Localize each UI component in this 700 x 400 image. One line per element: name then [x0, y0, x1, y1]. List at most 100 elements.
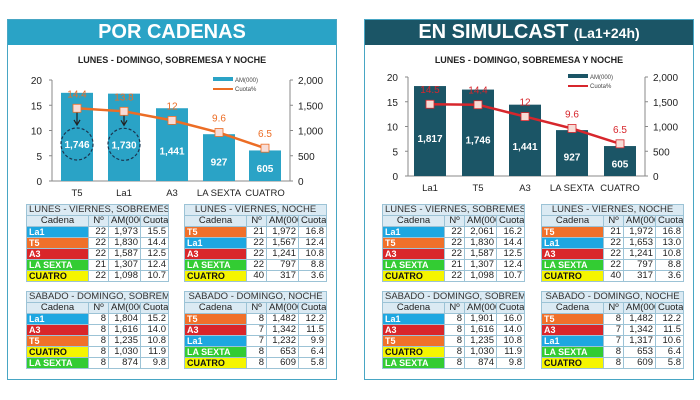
category-label: A3 [166, 188, 178, 199]
value-cell: 6.4 [297, 346, 328, 358]
channel-cell: T5 [382, 237, 445, 249]
channel-cell: La1 [541, 335, 604, 347]
table-title: SÁBADO - DOMINGO, NOCHE [540, 291, 685, 303]
value-cell: 1,307 [108, 259, 141, 271]
value-cell: 21 [246, 226, 267, 238]
channel-cell: CUATRO [184, 270, 247, 282]
channel-cell: T5 [184, 226, 247, 238]
column-header: Cadena [382, 302, 445, 314]
table-row: A3 8 1,616 14.0 [382, 324, 526, 336]
panel-title-suffix: (La1+24h) [573, 25, 640, 41]
table-row: LA SEXTA 22 797 8.8 [541, 259, 685, 271]
column-header: Cuota% [654, 302, 685, 314]
value-cell: 21 [88, 259, 109, 271]
left-tick-label: 15 [387, 98, 399, 109]
channel-cell: A3 [26, 324, 89, 336]
legend-line-label: Cuota% [590, 84, 612, 90]
channel-cell: T5 [541, 313, 604, 325]
cuota-label: 9.6 [565, 109, 579, 120]
table-row: A3 22 1,241 10.8 [184, 248, 328, 260]
chart-title: LUNES - DOMINGO, SOBREMESA Y NOCHE [435, 55, 623, 65]
table-row: LA SEXTA 8 874 9.8 [26, 357, 170, 369]
category-label: CUATRO [600, 183, 639, 194]
value-cell: 1,830 [464, 237, 497, 249]
value-cell: 10.7 [495, 270, 526, 282]
value-cell: 15.2 [139, 313, 170, 325]
value-cell: 22 [444, 270, 465, 282]
table-title: LUNES - VIERNES, SOBREMESA [381, 204, 526, 216]
channel-cell: A3 [26, 248, 89, 260]
value-cell: 5.8 [297, 357, 328, 369]
value-cell: 11.9 [495, 346, 526, 358]
value-cell: 9.8 [139, 357, 170, 369]
cuota-marker [615, 139, 625, 149]
value-cell: 317 [266, 270, 299, 282]
value-cell: 12.5 [139, 248, 170, 260]
value-cell: 22 [246, 237, 267, 249]
value-cell: 8 [246, 313, 267, 325]
channel-cell: LA SEXTA [184, 259, 247, 271]
left-tick-label: 20 [31, 76, 43, 87]
cuota-label: 12 [519, 98, 531, 109]
table-title: SÁBADO - DOMINGO, SOBREMESA [381, 291, 526, 303]
value-cell: 8 [444, 357, 465, 369]
category-label: A3 [519, 183, 531, 194]
right-tick-label: 2,000 [298, 76, 323, 87]
value-cell: 14.0 [139, 324, 170, 336]
bar-la1 [108, 93, 140, 181]
channel-cell: CUATRO [382, 346, 445, 358]
value-cell: 1,342 [266, 324, 299, 336]
left-tick-label: 0 [36, 177, 42, 188]
cuota-marker [473, 100, 483, 110]
value-cell: 1,616 [464, 324, 497, 336]
value-cell: 22 [603, 259, 624, 271]
value-cell: 13.0 [654, 237, 685, 249]
column-header: AM(000 [266, 302, 299, 314]
value-cell: 1,587 [464, 248, 497, 260]
column-header: Cadena [26, 215, 89, 227]
table-row: La1 22 1,973 15.5 [26, 226, 170, 238]
value-cell: 11.5 [654, 324, 685, 336]
legend-bar-label: AM(000) [590, 75, 613, 81]
value-cell: 8 [246, 357, 267, 369]
table-row: T5 21 1,972 16.8 [541, 226, 685, 238]
right-tick-label: 500 [298, 152, 315, 163]
category-label: T5 [71, 188, 82, 199]
cuota-marker [119, 106, 129, 116]
table-row: LA SEXTA 22 797 8.8 [184, 259, 328, 271]
panel-title-text: POR CADENAS [98, 21, 246, 43]
value-cell: 1,232 [266, 335, 299, 347]
value-cell: 7 [603, 335, 624, 347]
channel-cell: LA SEXTA [26, 259, 89, 271]
channel-cell: T5 [541, 226, 604, 238]
channel-cell: La1 [184, 335, 247, 347]
bar-cuatro [604, 146, 636, 176]
legend-bar-swatch [213, 77, 233, 81]
table-title: SÁBADO - DOMINGO, SOBREMESA [25, 291, 170, 303]
value-cell: 653 [266, 346, 299, 358]
category-label: LA SEXTA [197, 188, 242, 199]
bar-value-label: 927 [564, 153, 581, 164]
value-cell: 9.8 [495, 357, 526, 369]
right-tick-label: 1,000 [653, 123, 678, 134]
column-header: Cadena [541, 302, 604, 314]
left-tick-label: 10 [31, 127, 43, 138]
table-row: LA SEXTA 21 1,307 12.4 [382, 259, 526, 271]
value-cell: 1,241 [623, 248, 656, 260]
value-cell: 8 [88, 324, 109, 336]
value-cell: 21 [603, 226, 624, 238]
channel-cell: La1 [184, 237, 247, 249]
bar-value-label: 1,441 [159, 146, 184, 157]
value-cell: 9.9 [297, 335, 328, 347]
table-title: LUNES - VIERNES, SOBREMESA [25, 204, 170, 216]
column-header: Cuota% [139, 215, 170, 227]
value-cell: 12.2 [297, 313, 328, 325]
column-header: AM(000 [623, 302, 656, 314]
table-row: CUATRO 8 1,030 11.9 [382, 346, 526, 358]
value-cell: 609 [623, 357, 656, 369]
value-cell: 16.0 [495, 313, 526, 325]
left-tick-label: 15 [31, 101, 43, 112]
value-cell: 797 [266, 259, 299, 271]
value-cell: 8 [444, 324, 465, 336]
audience-table: SÁBADO - DOMINGO, NOCHECadenaNºAM(000Cuo… [540, 291, 685, 369]
